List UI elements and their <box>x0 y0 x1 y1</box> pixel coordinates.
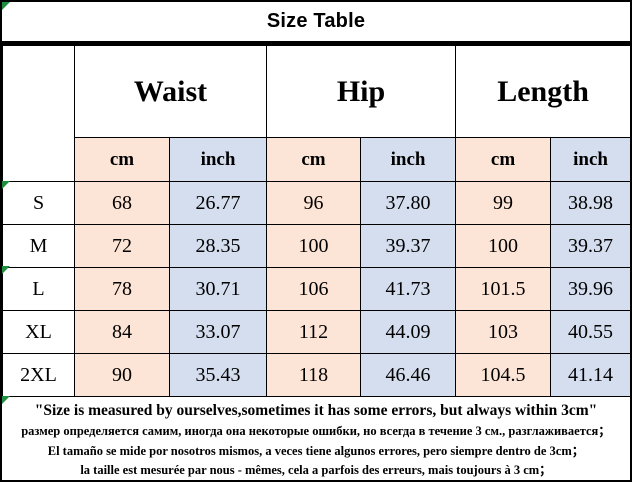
waist-inch-value: 33.07 <box>168 310 268 354</box>
size-label: L <box>2 267 75 311</box>
cell-corner-marker-icon <box>2 266 10 274</box>
hip-inch-value: 44.09 <box>360 310 457 354</box>
unit-header-inch: inch <box>550 137 630 182</box>
cell-corner-marker-icon <box>2 181 10 189</box>
waist-inch-value: 28.35 <box>168 224 268 268</box>
hip-inch-value: 41.73 <box>360 267 457 311</box>
size-label: XL <box>2 310 75 354</box>
hip-cm-value: 106 <box>266 267 362 311</box>
measurement-disclaimer: "Size is measured by ourselves,sometimes… <box>2 397 630 480</box>
hip-cm-value: 96 <box>266 181 362 225</box>
length-cm-value: 101.5 <box>455 267 552 311</box>
waist-cm-value: 68 <box>74 181 170 225</box>
header-waist: Waist <box>73 45 268 138</box>
header-length: Length <box>455 45 630 138</box>
disclaimer-english: "Size is measured by ourselves,sometimes… <box>34 402 598 419</box>
unit-header-inch: inch <box>360 137 457 182</box>
unit-header-row: cm inch cm inch cm inch <box>3 137 630 182</box>
page-title: Size Table <box>266 10 366 32</box>
length-cm-value: 99 <box>455 181 552 225</box>
waist-inch-value: 30.71 <box>168 267 268 311</box>
length-inch-value: 40.55 <box>550 310 630 354</box>
header-hip: Hip <box>266 45 457 138</box>
corner-cell <box>2 45 75 182</box>
length-inch-value: 39.37 <box>550 224 630 268</box>
waist-cm-value: 90 <box>74 353 170 397</box>
hip-inch-value: 46.46 <box>360 353 457 397</box>
waist-cm-value: 84 <box>74 310 170 354</box>
size-label: S <box>2 181 75 225</box>
disclaimer-french: la taille est mesurée par nous - mêmes, … <box>80 463 552 477</box>
unit-header-cm: cm <box>266 137 362 182</box>
table-row-m: M 72 28.35 100 39.37 100 39.37 <box>2 224 630 268</box>
measure-header-row: Waist Hip Length <box>2 45 630 182</box>
size-table: Waist Hip Length cm inch cm inch cm inch… <box>2 45 630 397</box>
table-row-s: S 68 26.77 96 37.80 99 38.98 <box>2 181 630 225</box>
length-inch-value: 39.96 <box>550 267 630 311</box>
waist-cm-value: 72 <box>74 224 170 268</box>
length-cm-value: 104.5 <box>455 353 552 397</box>
length-cm-value: 103 <box>455 310 552 354</box>
length-cm-value: 100 <box>455 224 552 268</box>
hip-inch-value: 37.80 <box>360 181 457 225</box>
length-inch-value: 38.98 <box>550 181 630 225</box>
hip-cm-value: 100 <box>266 224 362 268</box>
unit-header-cm: cm <box>74 137 170 182</box>
hip-cm-value: 112 <box>266 310 362 354</box>
waist-inch-value: 26.77 <box>168 181 268 225</box>
size-label: 2XL <box>2 353 75 397</box>
title-bar: Size Table <box>2 2 630 45</box>
disclaimer-russian: размер определяется самим, иногда она не… <box>21 424 611 438</box>
unit-header-inch: inch <box>168 137 268 182</box>
disclaimer-spanish: El tamaño se mide por nosotros mismos, a… <box>47 443 585 458</box>
cell-corner-marker-icon <box>2 396 10 404</box>
cell-corner-marker-icon <box>2 2 10 10</box>
length-inch-value: 41.14 <box>550 353 630 397</box>
hip-inch-value: 39.37 <box>360 224 457 268</box>
table-row-l: L 78 30.71 106 41.73 101.5 39.96 <box>2 267 630 311</box>
table-row-2xl: 2XL 90 35.43 118 46.46 104.5 41.14 <box>2 353 630 397</box>
size-label: M <box>2 224 75 268</box>
table-row-xl: XL 84 33.07 112 44.09 103 40.55 <box>2 310 630 354</box>
hip-cm-value: 118 <box>266 353 362 397</box>
waist-cm-value: 78 <box>74 267 170 311</box>
waist-inch-value: 35.43 <box>168 353 268 397</box>
unit-header-cm: cm <box>455 137 552 182</box>
